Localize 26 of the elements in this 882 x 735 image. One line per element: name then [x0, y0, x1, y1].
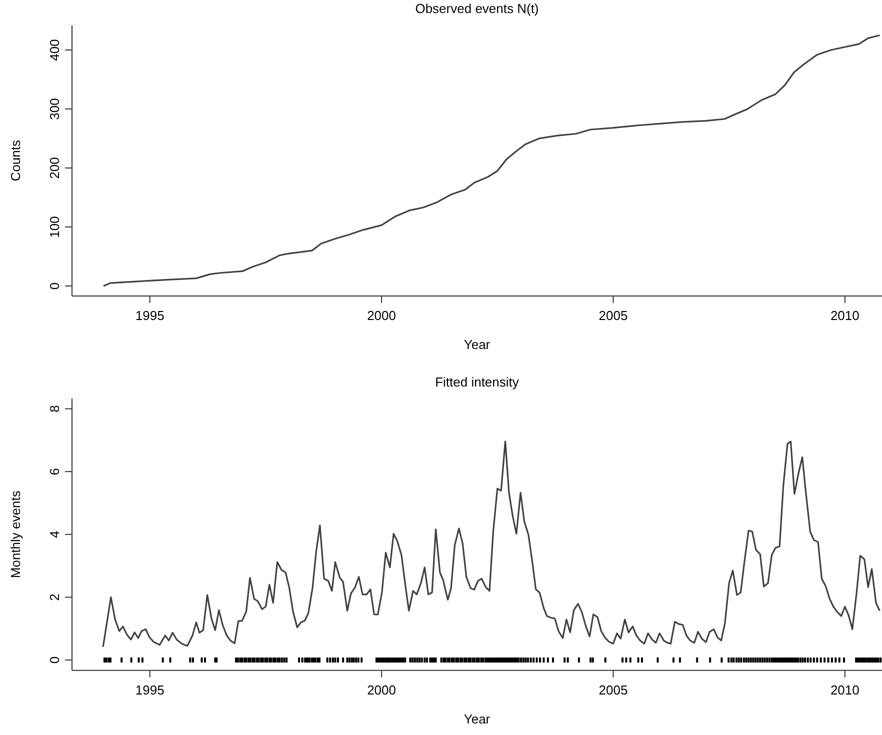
x-tick-label: 1995 [135, 308, 164, 323]
y-tick-label: 2 [47, 594, 62, 601]
x-tick-label: 2000 [367, 308, 396, 323]
y-tick-label: 6 [47, 468, 62, 476]
line-series [102, 34, 880, 287]
x-tick-label: 1995 [135, 682, 164, 698]
x-tick-label: 2005 [598, 308, 628, 323]
x-tick-label: 2010 [830, 308, 860, 323]
x-tick-label: 2000 [367, 682, 396, 698]
y-tick-label: 300 [47, 98, 62, 120]
chart-title: Observed events N(t) [415, 1, 539, 16]
x-axis-title: Year [464, 337, 491, 352]
y-tick-label: 4 [47, 530, 62, 538]
y-tick-label: 100 [47, 216, 62, 238]
chart-title: Fitted intensity [435, 374, 520, 390]
y-tick-label: 0 [47, 656, 62, 664]
y-axis-title: Monthly events [8, 490, 23, 578]
x-axis-title: Year [464, 711, 491, 726]
line-series [102, 440, 880, 648]
x-tick-label: 2005 [598, 682, 628, 698]
x-tick-label: 2010 [830, 682, 860, 698]
y-tick-label: 0 [47, 282, 62, 290]
y-axis-title: Counts [8, 140, 23, 182]
y-tick-label: 8 [47, 405, 62, 412]
y-tick-label: 200 [47, 157, 62, 179]
y-tick-label: 400 [47, 39, 62, 61]
